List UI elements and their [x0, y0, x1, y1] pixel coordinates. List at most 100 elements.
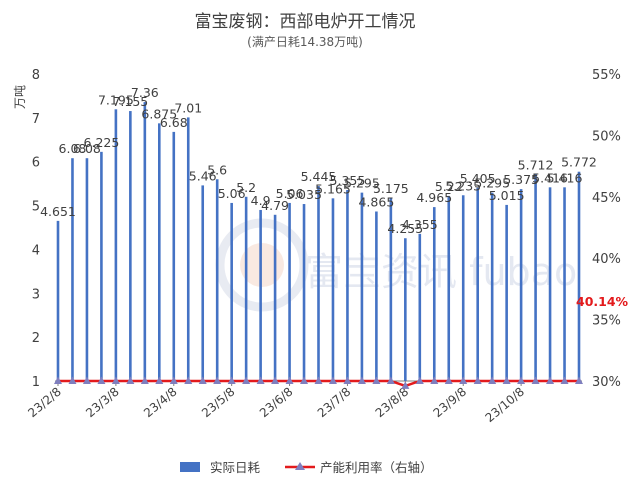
y-axis-label: 万吨 [13, 85, 27, 109]
line-marker [575, 376, 583, 384]
line-marker [328, 376, 337, 384]
bar [273, 214, 277, 381]
watermark-text: 富宝资讯 fubao [305, 250, 577, 294]
bar [490, 192, 494, 381]
line-marker [415, 376, 424, 384]
bar-data-label: 5.175 [373, 181, 409, 196]
bar-data-label: 5.165 [315, 181, 351, 196]
bar [100, 151, 103, 381]
line-marker [300, 376, 309, 384]
bar-data-label: 4.865 [358, 194, 394, 209]
legend-marker [295, 462, 305, 470]
bar [288, 202, 291, 381]
line-marker [372, 376, 381, 384]
bar-data-label: 5.772 [561, 155, 597, 170]
bar [158, 123, 161, 381]
bar [331, 198, 335, 381]
bar-data-label: 4.79 [261, 198, 289, 213]
y-tick-label: 5 [32, 200, 40, 215]
bar-data-label: 5.015 [489, 188, 525, 203]
line-marker [169, 376, 178, 384]
line-marker [140, 376, 149, 384]
x-tick-label: 23/4/8 [141, 385, 180, 421]
y-tick-label: 1 [32, 375, 40, 390]
bar-data-label: 4.9 [251, 193, 271, 208]
bar [143, 102, 147, 381]
legend-label-line: 产能利用率（右轴） [320, 460, 433, 475]
bar [201, 185, 205, 381]
line-marker [430, 376, 439, 384]
bar-data-label: 4.651 [40, 204, 76, 219]
line-marker [256, 376, 265, 384]
y-tick-label: 2 [32, 331, 40, 346]
bar-data-label: 5.295 [344, 176, 380, 191]
bar-data-label: 5.46 [189, 168, 217, 183]
line-marker [386, 376, 395, 384]
line-last-label: 40.14% [576, 294, 629, 309]
line-marker [68, 376, 77, 384]
bar-data-label: 6.08 [59, 141, 87, 156]
bar-data-label: 5.295 [474, 176, 510, 191]
bar-data-label: 4.255 [387, 221, 423, 236]
right-axis: 30% 35% 40% 45% 50% 55% [592, 68, 621, 390]
x-tick-label: 23/7/8 [315, 385, 354, 421]
bar [389, 197, 393, 381]
bar [548, 187, 552, 381]
bar-data-label: 5.416 [532, 170, 568, 185]
line-marker [242, 376, 251, 384]
bar [505, 204, 508, 381]
bar-data-label: 5.416 [547, 170, 583, 185]
bar-data-label: 4.355 [402, 217, 438, 232]
line-marker [560, 376, 569, 384]
bar-data-label: 7.155 [112, 94, 148, 109]
x-tick-label: 23/5/8 [199, 385, 238, 421]
bar [244, 196, 248, 381]
line-marker [97, 376, 106, 384]
bar-data-label: 4.965 [416, 190, 452, 205]
bar-data-label: 5.235 [445, 178, 481, 193]
bar [172, 131, 176, 381]
line-marker [198, 376, 207, 384]
bar [129, 111, 132, 381]
bar [259, 209, 262, 381]
bar [519, 189, 523, 381]
bar [85, 158, 89, 381]
line-marker [227, 376, 236, 384]
line-marker [213, 376, 222, 384]
x-axis: 23/2/8 23/3/8 23/4/8 23/5/8 23/6/8 23/7/8 23/8… [25, 380, 582, 425]
bar-data-label: 5.035 [286, 187, 322, 202]
watermark-logo: 富宝资讯 fubao [215, 218, 577, 312]
line-marker [111, 376, 120, 384]
bar [56, 220, 60, 381]
y2-tick-label: 55% [592, 68, 621, 83]
line-marker [271, 376, 280, 384]
bar-data-label: 5.22 [435, 179, 463, 194]
bar [215, 179, 219, 381]
line-marker [546, 376, 555, 384]
bar-data-label: 5.405 [460, 171, 496, 186]
line-marker [401, 381, 410, 389]
y2-tick-label: 50% [592, 129, 621, 144]
chart-title: 富宝废钢：西部电炉开工情况 [195, 12, 416, 32]
bar-data-label: 5.06 [276, 186, 304, 201]
y2-tick-label: 35% [592, 314, 621, 329]
line-marker [517, 376, 526, 384]
bar-data-label: 7.01 [174, 100, 202, 115]
y-tick-label: 8 [32, 68, 40, 83]
line-marker [531, 376, 540, 384]
bar-data-label: 5.375 [503, 172, 539, 187]
bar [346, 190, 349, 381]
line-marker [82, 376, 91, 384]
bar-series [56, 102, 581, 382]
bar [114, 109, 118, 382]
y2-tick-label: 40% [592, 252, 621, 267]
bar [71, 158, 74, 381]
line-marker [343, 376, 352, 384]
bar [563, 187, 566, 381]
y-tick-label: 6 [32, 156, 40, 171]
line-marker [502, 376, 511, 384]
line-marker [126, 376, 135, 384]
bar [577, 171, 581, 381]
y-tick-label: 7 [32, 112, 40, 127]
